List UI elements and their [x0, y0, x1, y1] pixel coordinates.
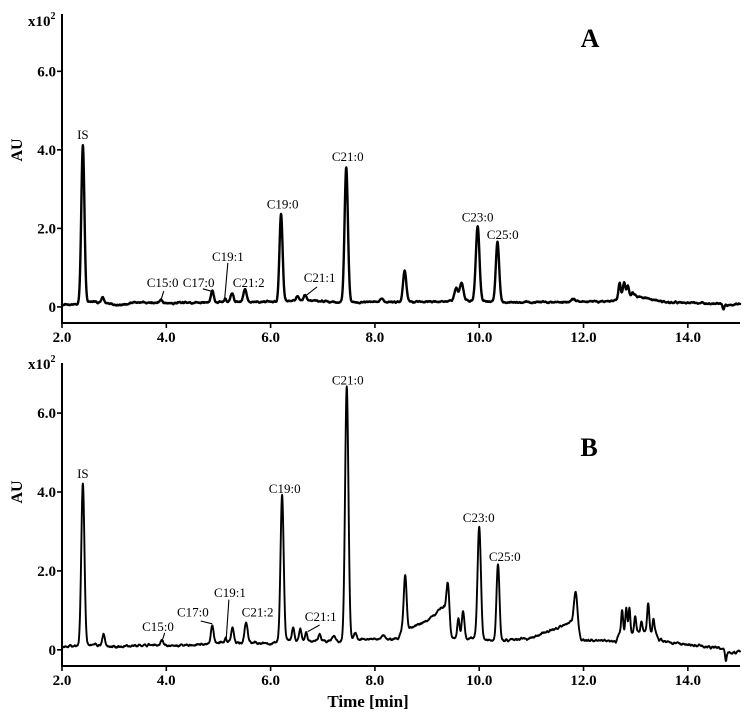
- panel-label: A: [581, 24, 600, 53]
- x-tick-label: 14.0: [675, 330, 701, 346]
- x-tick-label: 10.0: [466, 330, 492, 346]
- leader-line: [202, 288, 212, 292]
- peak-label: C23:0: [462, 210, 494, 225]
- chromatogram-trace: [60, 144, 742, 311]
- panel-b: x102 AU B Time [min] 2.0 4.0 6.0 8.0 10.0 12.…: [9, 354, 741, 711]
- y-scale-multiplier: x102: [28, 11, 56, 30]
- panel-a: x102 AU A 2.0 4.0 6.0 8.0 10.0 12.0 14.0 0 2.0 4.…: [9, 11, 742, 346]
- peak-label: C23:0: [463, 510, 495, 525]
- y-tick-label: 6.0: [37, 406, 56, 422]
- x-tick-label: 6.0: [261, 330, 280, 346]
- x-tick-label: 12.0: [570, 673, 596, 689]
- peak-label: IS: [77, 466, 89, 481]
- x-tick-label: 4.0: [157, 330, 176, 346]
- y-multiplier-exponent: 2: [51, 11, 56, 22]
- y-tick-label: 2.0: [37, 221, 56, 237]
- x-tick-label: 14.0: [675, 673, 701, 689]
- x-tick-label: 2.0: [53, 673, 72, 689]
- peak-label: C21:2: [242, 605, 274, 620]
- y-tick-label: 6.0: [37, 64, 56, 80]
- y-tick-label: 0: [49, 300, 57, 316]
- peak-label: C19:1: [212, 249, 244, 264]
- y-tick-label: 4.0: [37, 143, 56, 159]
- peak-label: C25:0: [489, 549, 521, 564]
- peak-label: C15:0: [147, 275, 179, 290]
- peak-label: C21:0: [332, 149, 364, 164]
- peak-label: C25:0: [487, 227, 519, 242]
- x-tick-label: 4.0: [157, 673, 176, 689]
- peak-label: C19:0: [267, 197, 299, 212]
- y-tick-label: 4.0: [37, 485, 56, 501]
- leader-line: [161, 632, 166, 641]
- leader-line: [224, 262, 229, 299]
- leader-line: [307, 624, 320, 633]
- peak-label: C15:0: [142, 619, 174, 634]
- peak-annotations: IS C15:0 C17:0 C19:1 C21:2 C19:0 C21:1 C21:0 C23…: [77, 127, 519, 300]
- leader-line: [200, 620, 213, 625]
- y-multiplier-base: x10: [28, 14, 51, 30]
- peak-label: C21:2: [233, 275, 265, 290]
- peak-label: C21:1: [304, 270, 336, 285]
- y-multiplier-base: x10: [28, 357, 51, 373]
- x-tick-label: 2.0: [53, 330, 72, 346]
- y-tick-label: 2.0: [37, 564, 56, 580]
- y-scale-multiplier: x102: [28, 354, 56, 373]
- x-tick-label: 8.0: [366, 673, 385, 689]
- peak-label: IS: [77, 127, 89, 142]
- x-axis-title: Time [min]: [327, 692, 408, 711]
- leader-line: [225, 599, 230, 639]
- y-multiplier-exponent: 2: [51, 354, 56, 365]
- peak-label: C17:0: [177, 605, 209, 620]
- y-tick-label: 0: [49, 643, 57, 659]
- panel-label: B: [580, 433, 597, 462]
- axis-ticks: 2.0 4.0 6.0 8.0 10.0 12.0 14.0 0 2.0 4.0 6.0: [37, 406, 701, 689]
- leader-line: [305, 286, 318, 297]
- y-axis-title: AU: [9, 480, 26, 504]
- peak-label: C17:0: [183, 275, 215, 290]
- leader-line: [160, 291, 165, 300]
- peak-label: C21:0: [332, 372, 364, 387]
- peak-label: C19:1: [214, 585, 246, 600]
- x-tick-label: 6.0: [261, 673, 280, 689]
- x-tick-label: 8.0: [366, 330, 385, 346]
- axis-ticks: 2.0 4.0 6.0 8.0 10.0 12.0 14.0 0 2.0 4.0 6.0: [37, 64, 701, 346]
- x-tick-label: 12.0: [570, 330, 596, 346]
- y-axis-title: AU: [9, 138, 26, 162]
- chromatogram-trace: [61, 385, 741, 662]
- peak-label: C21:1: [305, 609, 337, 624]
- peak-label: C19:0: [269, 481, 301, 496]
- x-tick-label: 10.0: [466, 673, 492, 689]
